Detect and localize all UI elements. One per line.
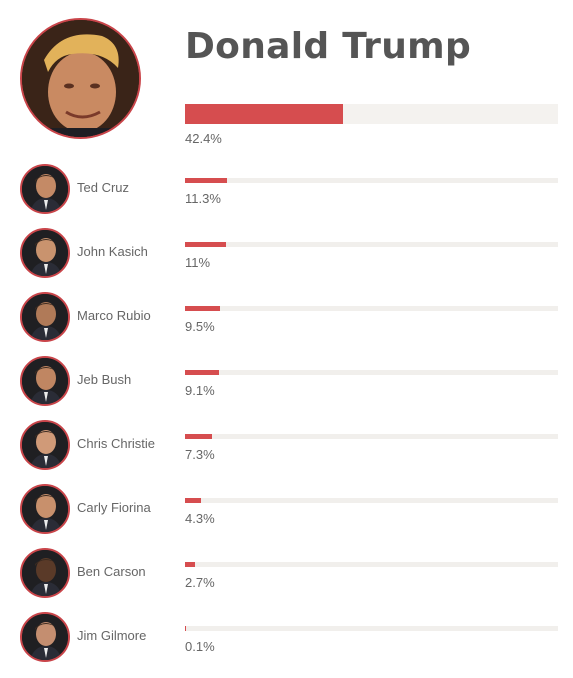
leader-portrait-icon <box>22 20 139 137</box>
leader-value-label: 42.4% <box>185 131 222 146</box>
candidate-portrait-icon <box>22 422 68 468</box>
candidate-portrait-icon <box>22 166 68 212</box>
candidate-avatar <box>20 484 70 534</box>
candidate-portrait-icon <box>22 614 68 660</box>
candidate-value-label: 7.3% <box>185 447 215 462</box>
candidate-bar <box>185 370 219 375</box>
candidate-portrait-icon <box>22 294 68 340</box>
candidate-value-label: 11% <box>185 255 211 270</box>
candidate-avatar <box>20 164 70 214</box>
candidate-row: Marco Rubio 9.5% <box>0 292 573 356</box>
candidate-row: Ted Cruz 11.3% <box>0 164 573 228</box>
candidate-bar <box>185 242 227 247</box>
candidate-row: John Kasich 11% <box>0 228 573 292</box>
candidate-value-label: 2.7% <box>185 575 215 590</box>
bar-track <box>185 562 558 567</box>
candidate-avatar <box>20 420 70 470</box>
candidate-row: Jim Gilmore 0.1% <box>0 612 573 676</box>
candidate-avatar <box>20 612 70 662</box>
leader-avatar <box>20 18 141 139</box>
candidate-name: Chris Christie <box>77 436 156 451</box>
candidate-name: Ted Cruz <box>77 180 130 195</box>
candidate-name: John Kasich <box>77 244 148 259</box>
leader-bar <box>185 104 344 124</box>
candidate-portrait-icon <box>22 358 68 404</box>
candidate-avatar <box>20 228 70 278</box>
candidate-name: Ben Carson <box>77 564 146 579</box>
candidate-bar <box>185 178 228 183</box>
candidate-row: Chris Christie 7.3% <box>0 420 573 484</box>
candidate-value-label: 4.3% <box>185 511 215 526</box>
candidate-portrait-icon <box>22 486 68 532</box>
candidate-avatar <box>20 356 70 406</box>
bar-track <box>185 178 558 183</box>
candidate-value-label: 9.1% <box>185 383 215 398</box>
candidate-value-label: 9.5% <box>185 319 215 334</box>
leader-bar-track <box>185 104 558 124</box>
candidate-name: Marco Rubio <box>77 308 151 323</box>
candidate-avatar <box>20 548 70 598</box>
candidate-row: Ben Carson 2.7% <box>0 548 573 612</box>
candidate-bar <box>185 306 221 311</box>
bar-track <box>185 498 558 503</box>
bar-track <box>185 242 558 247</box>
candidate-name: Jeb Bush <box>77 372 132 387</box>
candidate-bar <box>185 562 196 567</box>
candidate-avatar <box>20 292 70 342</box>
candidate-value-label: 0.1% <box>185 639 215 654</box>
bar-track <box>185 434 558 439</box>
candidate-name: Jim Gilmore <box>77 628 147 643</box>
candidate-row: Jeb Bush 9.1% <box>0 356 573 420</box>
leader-name: Donald Trump <box>185 26 472 67</box>
candidate-bar <box>185 434 213 439</box>
bar-track <box>185 306 558 311</box>
bar-track <box>185 626 558 631</box>
candidate-value-label: 11.3% <box>185 191 221 206</box>
candidate-portrait-icon <box>22 550 68 596</box>
candidate-name: Carly Fiorina <box>77 500 151 515</box>
candidate-bar <box>185 498 202 503</box>
candidate-portrait-icon <box>22 230 68 276</box>
candidate-row: Carly Fiorina 4.3% <box>0 484 573 548</box>
bar-track <box>185 370 558 375</box>
